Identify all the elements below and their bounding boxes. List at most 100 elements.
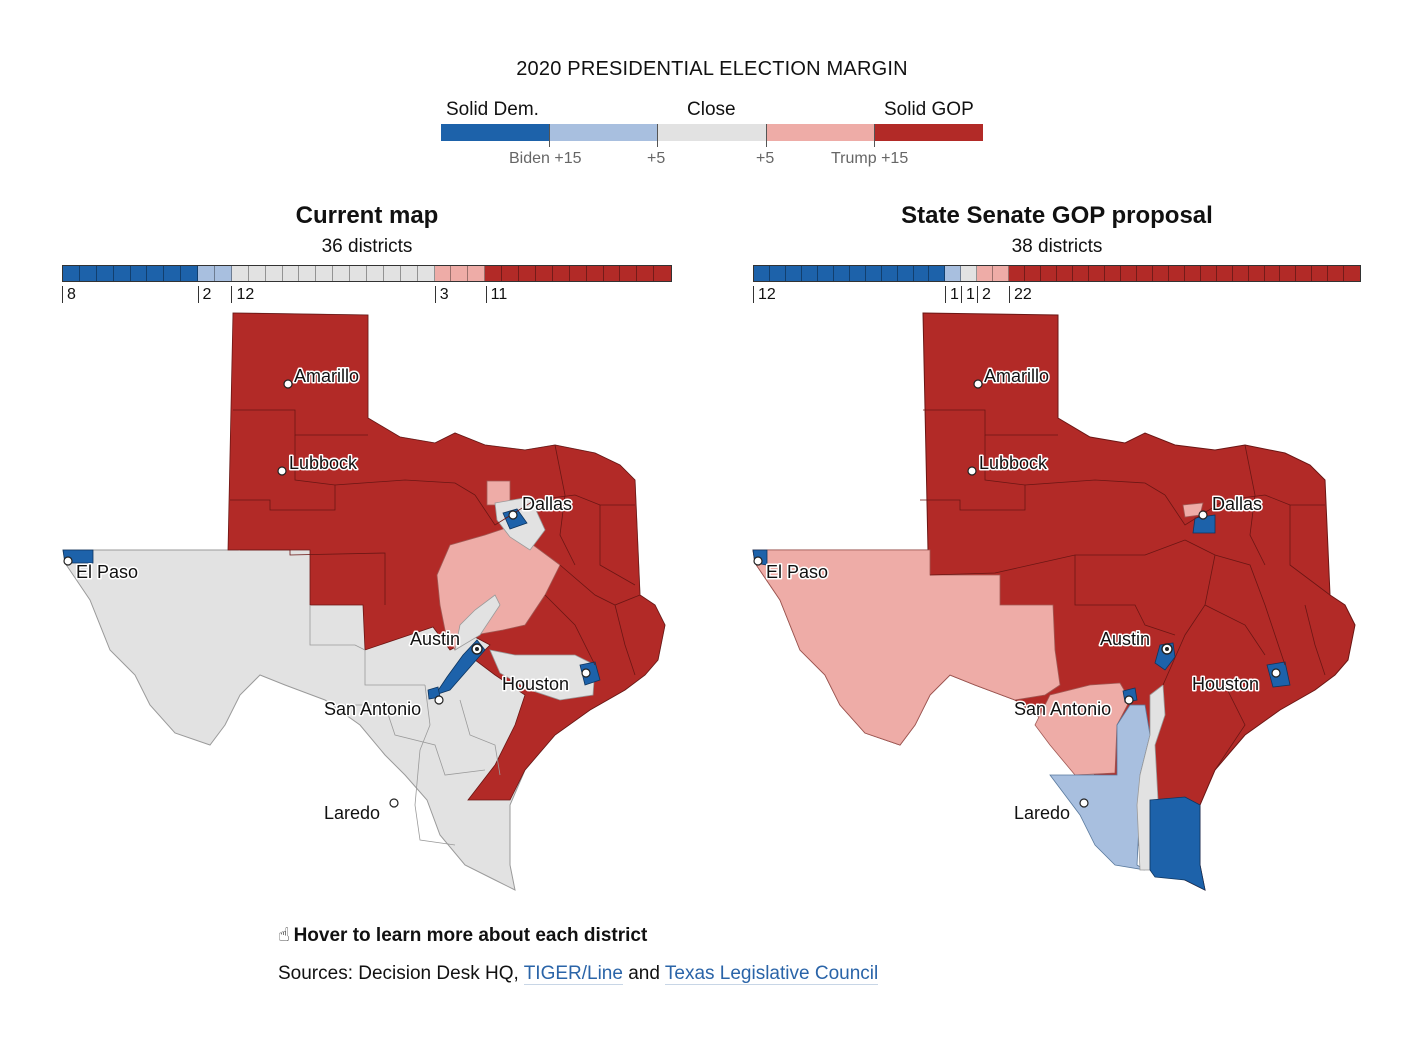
district-rgv-dem[interactable]: [1149, 796, 1206, 891]
sources-line: Sources: Decision Desk HQ, TIGER/Line an…: [278, 963, 879, 985]
district-cell-solid-gop: [1280, 266, 1297, 281]
district-cell-solid-dem: [769, 266, 786, 281]
district-cell-close: [417, 266, 435, 281]
district-cell-solid-gop: [1009, 266, 1026, 281]
district-cell-solid-gop: [654, 266, 672, 281]
district-cell-solid-dem: [897, 266, 914, 281]
source-link-tiger[interactable]: TIGER/Line: [523, 963, 623, 985]
panel-title-proposal: State Senate GOP proposal: [901, 202, 1213, 229]
hover-note-text: Hover to learn more about each district: [293, 925, 648, 946]
district-cell-close: [383, 266, 401, 281]
district-count-close: 1: [961, 286, 975, 303]
district-austin-close[interactable]: [454, 594, 501, 651]
legend-tick-label: +5: [756, 150, 775, 167]
district-cell-solid-gop: [1120, 266, 1137, 281]
district-boundaries: [920, 409, 1331, 771]
district-cell-solid-dem: [754, 266, 770, 281]
district-cell-lean-dem: [198, 266, 216, 281]
district-boundaries-north: [230, 409, 641, 676]
district-cell-solid-dem: [130, 266, 148, 281]
district-cell-close: [248, 266, 266, 281]
district-san-antonio-lean-gop[interactable]: [1034, 682, 1131, 776]
city-dot-laredo[interactable]: [1079, 798, 1089, 808]
district-cell-solid-gop: [1296, 266, 1313, 281]
city-label-houston: Houston: [1192, 674, 1259, 694]
hover-note: ☝ Hover to learn more about each district: [278, 924, 647, 947]
city-markers-current: Amarillo Lubbock Dallas El Paso Austin H…: [63, 365, 591, 825]
legend-color-bar: [441, 124, 983, 141]
district-cell-solid-gop: [519, 266, 536, 281]
district-cell-solid-gop: [620, 266, 638, 281]
district-cell-solid-gop: [1312, 266, 1329, 281]
city-dot-lubbock[interactable]: [277, 466, 287, 476]
city-dot-amarillo[interactable]: [283, 379, 293, 389]
district-cell-close: [231, 266, 249, 281]
sources-prefix: Sources: Decision Desk HQ,: [278, 963, 524, 984]
city-dot-el-paso[interactable]: [753, 556, 763, 566]
district-cell-solid-gop: [1248, 266, 1265, 281]
district-cell-solid-gop: [485, 266, 503, 281]
city-dot-san-antonio[interactable]: [434, 695, 444, 705]
district-count-lean-gop: 2: [977, 286, 991, 303]
district-houston-close[interactable]: [489, 649, 596, 701]
city-dot-el-paso[interactable]: [63, 556, 73, 566]
city-label-dallas: Dallas: [1212, 494, 1262, 514]
district-cell-solid-gop: [502, 266, 520, 281]
capital-star-icon: [1165, 647, 1169, 651]
district-cell-solid-dem: [801, 266, 818, 281]
district-austin-dem[interactable]: [434, 639, 486, 696]
district-cell-solid-gop: [1328, 266, 1345, 281]
pointer-hand-icon: ☝: [278, 925, 290, 946]
city-dot-lubbock[interactable]: [967, 466, 977, 476]
district-dallas-dem[interactable]: [1192, 514, 1216, 534]
district-cell-close: [367, 266, 384, 281]
district-cell-solid-dem: [833, 266, 850, 281]
district-cell-solid-gop: [1152, 266, 1169, 281]
city-dot-houston[interactable]: [1271, 668, 1281, 678]
district-cell-close: [316, 266, 334, 281]
texas-map-proposal[interactable]: Amarillo Lubbock Dallas El Paso Austin H…: [745, 305, 1375, 900]
district-cell-solid-gop: [535, 266, 553, 281]
city-dot-amarillo[interactable]: [973, 379, 983, 389]
district-cell-lean-dem: [945, 266, 962, 281]
legend-label-solid-gop: Solid GOP: [884, 99, 974, 120]
city-dot-dallas[interactable]: [508, 510, 518, 520]
source-link-tlc[interactable]: Texas Legislative Council: [664, 963, 879, 985]
panel-title-current: Current map: [295, 202, 439, 229]
district-cell-solid-dem: [817, 266, 834, 281]
city-dot-houston[interactable]: [581, 668, 591, 678]
legend-tick: [549, 124, 550, 147]
texas-map-current[interactable]: Amarillo Lubbock Dallas El Paso Austin H…: [55, 305, 685, 900]
district-cell-solid-gop: [1184, 266, 1201, 281]
district-count-close: 12: [231, 286, 254, 303]
district-cell-solid-gop: [1200, 266, 1217, 281]
legend-label-close: Close: [687, 99, 736, 120]
district-cell-lean-gop: [977, 266, 994, 281]
city-dot-laredo[interactable]: [389, 798, 399, 808]
legend-tick: [657, 124, 658, 147]
city-label-austin: Austin: [1100, 629, 1150, 649]
district-cell-close: [299, 266, 317, 281]
city-label-el-paso: El Paso: [766, 562, 828, 582]
district-cell-solid-gop: [1136, 266, 1153, 281]
district-cell-solid-gop: [1041, 266, 1058, 281]
district-cell-close: [265, 266, 283, 281]
district-cell-solid-dem: [849, 266, 866, 281]
district-cell-solid-dem: [147, 266, 165, 281]
district-cell-solid-gop: [569, 266, 587, 281]
district-cell-solid-gop: [1104, 266, 1121, 281]
sources-and: and: [622, 963, 665, 984]
district-cell-solid-gop: [1232, 266, 1249, 281]
city-label-houston: Houston: [502, 674, 569, 694]
city-dot-san-antonio[interactable]: [1124, 695, 1134, 705]
district-cell-lean-gop: [468, 266, 486, 281]
city-label-el-paso: El Paso: [76, 562, 138, 582]
district-cell-close: [333, 266, 351, 281]
city-dot-dallas[interactable]: [1198, 510, 1208, 520]
district-cell-solid-gop: [1168, 266, 1185, 281]
district-count-lean-dem: 1: [945, 286, 959, 303]
district-cell-solid-gop: [1216, 266, 1233, 281]
district-west-lean-gop[interactable]: [752, 549, 1061, 746]
panel-subtitle-current: 36 districts: [321, 236, 413, 257]
district-count-solid-gop: 22: [1009, 286, 1032, 303]
